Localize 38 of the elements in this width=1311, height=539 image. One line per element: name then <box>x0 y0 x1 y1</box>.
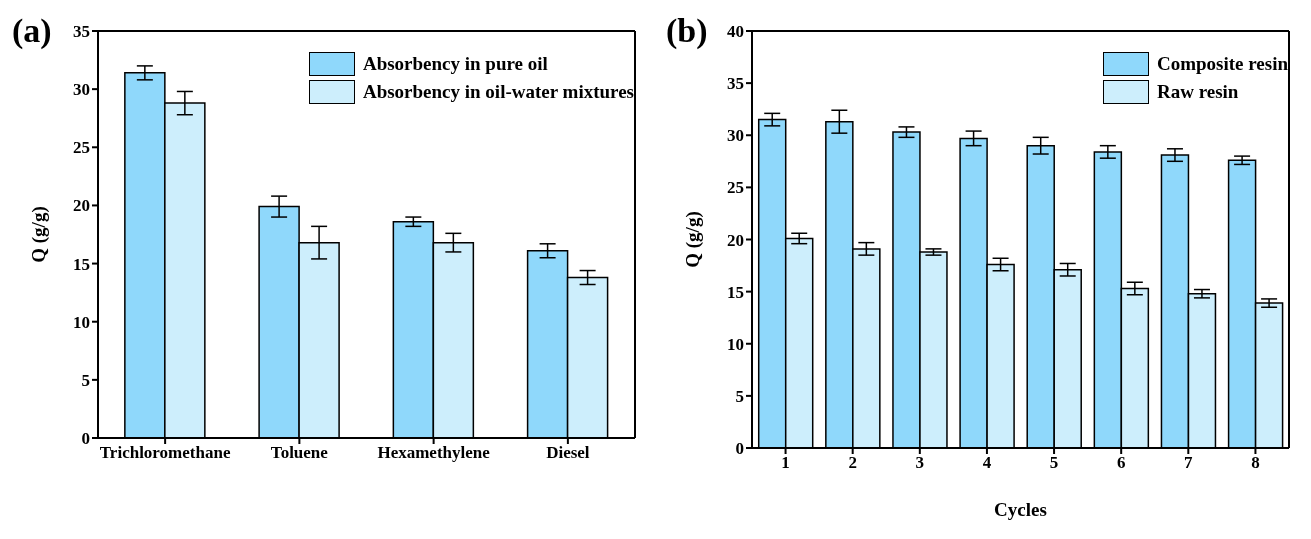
y-axis-title: Q (g/g) <box>27 206 50 263</box>
x-axis-title: Cycles <box>994 499 1047 520</box>
y-tick-label: 5 <box>735 386 744 406</box>
x-tick-label: 7 <box>1184 453 1194 473</box>
y-tick-label: 30 <box>727 126 744 146</box>
y-tick-label: 20 <box>73 196 90 216</box>
y-tick-label: 10 <box>727 334 744 354</box>
y-tick-label: 0 <box>735 439 744 459</box>
y-tick-label: 15 <box>727 282 744 302</box>
chart-title: (a) <box>12 12 52 50</box>
y-tick-label: 5 <box>81 370 90 390</box>
y-axis-title: Q (g/g) <box>681 211 704 268</box>
y-tick-label: 30 <box>73 80 90 100</box>
y-tick-label: 15 <box>73 254 90 274</box>
y-tick-label: 20 <box>727 230 744 250</box>
x-tick-label: 3 <box>915 453 925 473</box>
y-tick-label: 25 <box>727 178 744 198</box>
y-tick-label: 25 <box>73 138 90 158</box>
x-tick-label: 6 <box>1116 453 1126 473</box>
y-tick-label: 35 <box>73 22 90 42</box>
y-tick-label: 35 <box>727 74 744 94</box>
x-tick-label: Diesel <box>546 443 590 463</box>
x-tick-label: 8 <box>1251 453 1260 473</box>
x-tick-label: 2 <box>848 453 857 473</box>
y-tick-label: 40 <box>727 22 744 42</box>
x-tick-label: 5 <box>1049 453 1059 473</box>
x-tick-label: 1 <box>781 453 790 473</box>
legend-label: Composite resin <box>1156 53 1288 75</box>
legend-label: Absorbency in pure oil <box>362 53 548 75</box>
y-tick-label: 10 <box>73 312 90 332</box>
x-tick-label: Hexamethylene <box>377 443 491 463</box>
x-tick-label: Trichloromethane <box>99 443 231 463</box>
chart-title: (b) <box>666 12 708 50</box>
x-tick-label: 4 <box>982 453 992 473</box>
legend-label: Raw resin <box>1156 81 1239 103</box>
y-tick-label: 0 <box>81 429 90 449</box>
legend-label: Absorbency in oil-water mixtures <box>362 81 634 103</box>
x-tick-label: Toluene <box>270 443 329 463</box>
